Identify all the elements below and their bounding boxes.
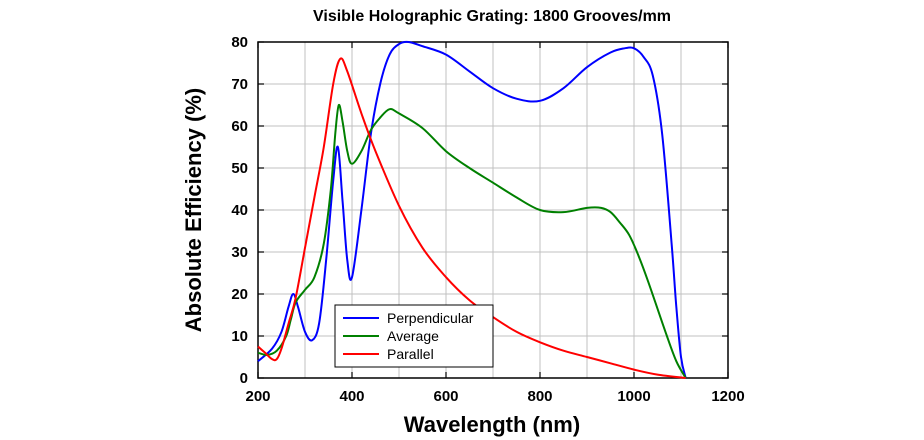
legend-label-perpendicular: Perpendicular [387,310,474,326]
y-tick-label: 70 [231,76,248,93]
axis-ticks: 200 400 600 800 1000 1200 0 10 20 30 40 50 60 70 80 [231,34,744,405]
series-line-average [257,103,687,379]
legend-label-parallel: Parallel [387,346,434,362]
x-axis-title: Wavelength (nm) [404,412,580,437]
x-tick-label: 1200 [711,388,744,405]
y-tick-label: 20 [231,286,248,303]
y-tick-label: 40 [231,202,248,219]
y-tick-label: 10 [231,328,248,345]
y-tick-label: 0 [240,370,248,387]
legend-label-average: Average [387,328,439,344]
y-tick-label: 30 [231,244,248,261]
x-tick-label: 200 [245,388,270,405]
y-tick-label: 60 [231,118,248,135]
x-tick-label: 1000 [617,388,650,405]
y-tick-label: 80 [231,34,248,51]
x-tick-label: 600 [433,388,458,405]
y-axis-title: Absolute Efficiency (%) [181,88,206,332]
series-line-parallel [257,57,686,379]
series-line-perpendicular [257,40,687,379]
x-tick-label: 800 [527,388,552,405]
chart-title: Visible Holographic Grating: 1800 Groove… [313,8,671,25]
y-tick-label: 50 [231,160,248,177]
series-lines [257,40,687,379]
x-tick-label: 400 [339,388,364,405]
legend: Perpendicular Average Parallel [334,304,494,368]
